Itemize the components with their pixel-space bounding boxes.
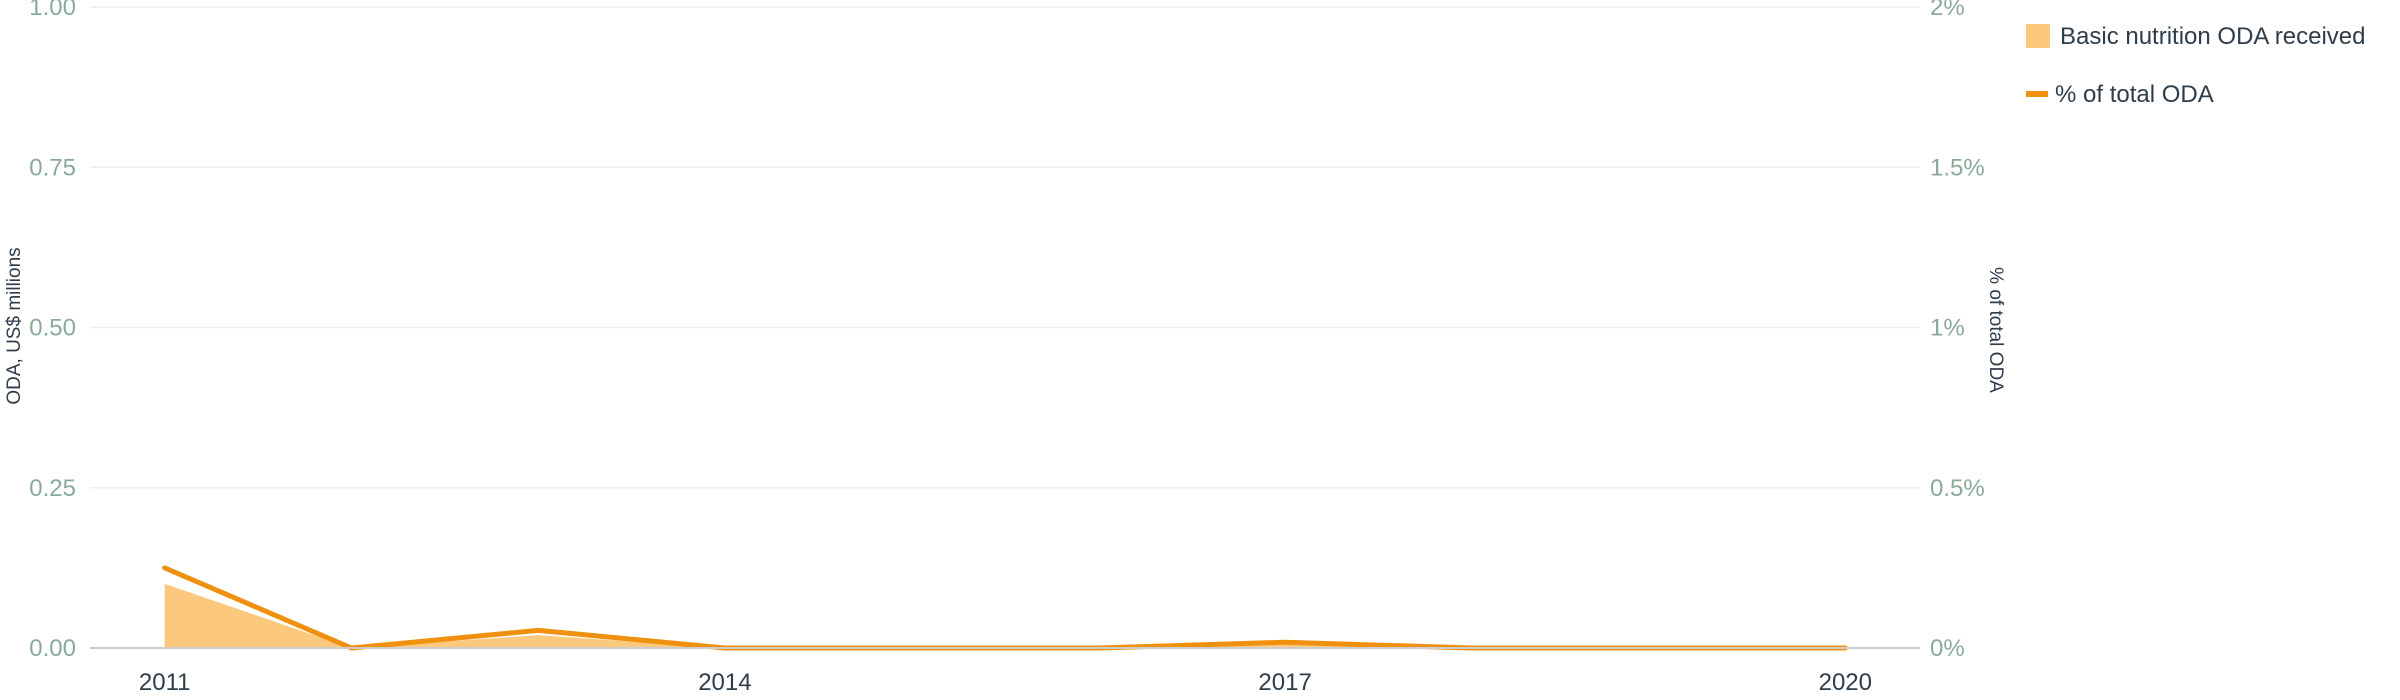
right-axis-title: % of total ODA [1985,267,2006,393]
x-tick-label: 2014 [698,669,751,696]
right-axis-ticks: 0% 0.5% 1% 1.5% 2% [1930,0,1985,662]
left-tick-label: 0.75 [29,154,76,181]
x-tick-label: 2011 [139,669,191,696]
legend-line-swatch [2026,91,2048,97]
left-tick-label: 0.50 [29,315,76,342]
line-series [162,565,1848,651]
left-axis-title: ODA, US$ millions [4,247,25,404]
area-basic-nutrition-oda[interactable] [164,583,1846,648]
right-tick-label: 0.5% [1930,475,1985,502]
right-tick-label: 0% [1930,635,1965,662]
area-series [164,583,1846,648]
legend-label-line: % of total ODA [2055,81,2214,108]
left-tick-label: 1.00 [29,0,76,21]
legend: Basic nutrition ODA received % of total … [2026,23,2365,108]
legend-item-line[interactable]: % of total ODA [2026,81,2214,108]
left-axis-ticks: 0.00 0.25 0.50 0.75 1.00 [29,0,76,662]
left-tick-label: 0.00 [29,635,76,662]
line-percent-total-oda[interactable] [162,565,1848,651]
right-tick-label: 2% [1930,0,1965,21]
legend-label-area: Basic nutrition ODA received [2060,23,2365,50]
right-tick-label: 1% [1930,315,1965,342]
left-tick-label: 0.25 [29,475,76,502]
legend-item-area[interactable]: Basic nutrition ODA received [2026,23,2365,50]
x-tick-label: 2017 [1258,669,1311,696]
right-tick-label: 1.5% [1930,154,1985,181]
legend-area-swatch [2026,24,2050,48]
x-axis-ticks: 2011 2014 2017 2020 [139,669,1872,696]
gridlines [90,6,1920,489]
x-tick-label: 2020 [1819,669,1872,696]
